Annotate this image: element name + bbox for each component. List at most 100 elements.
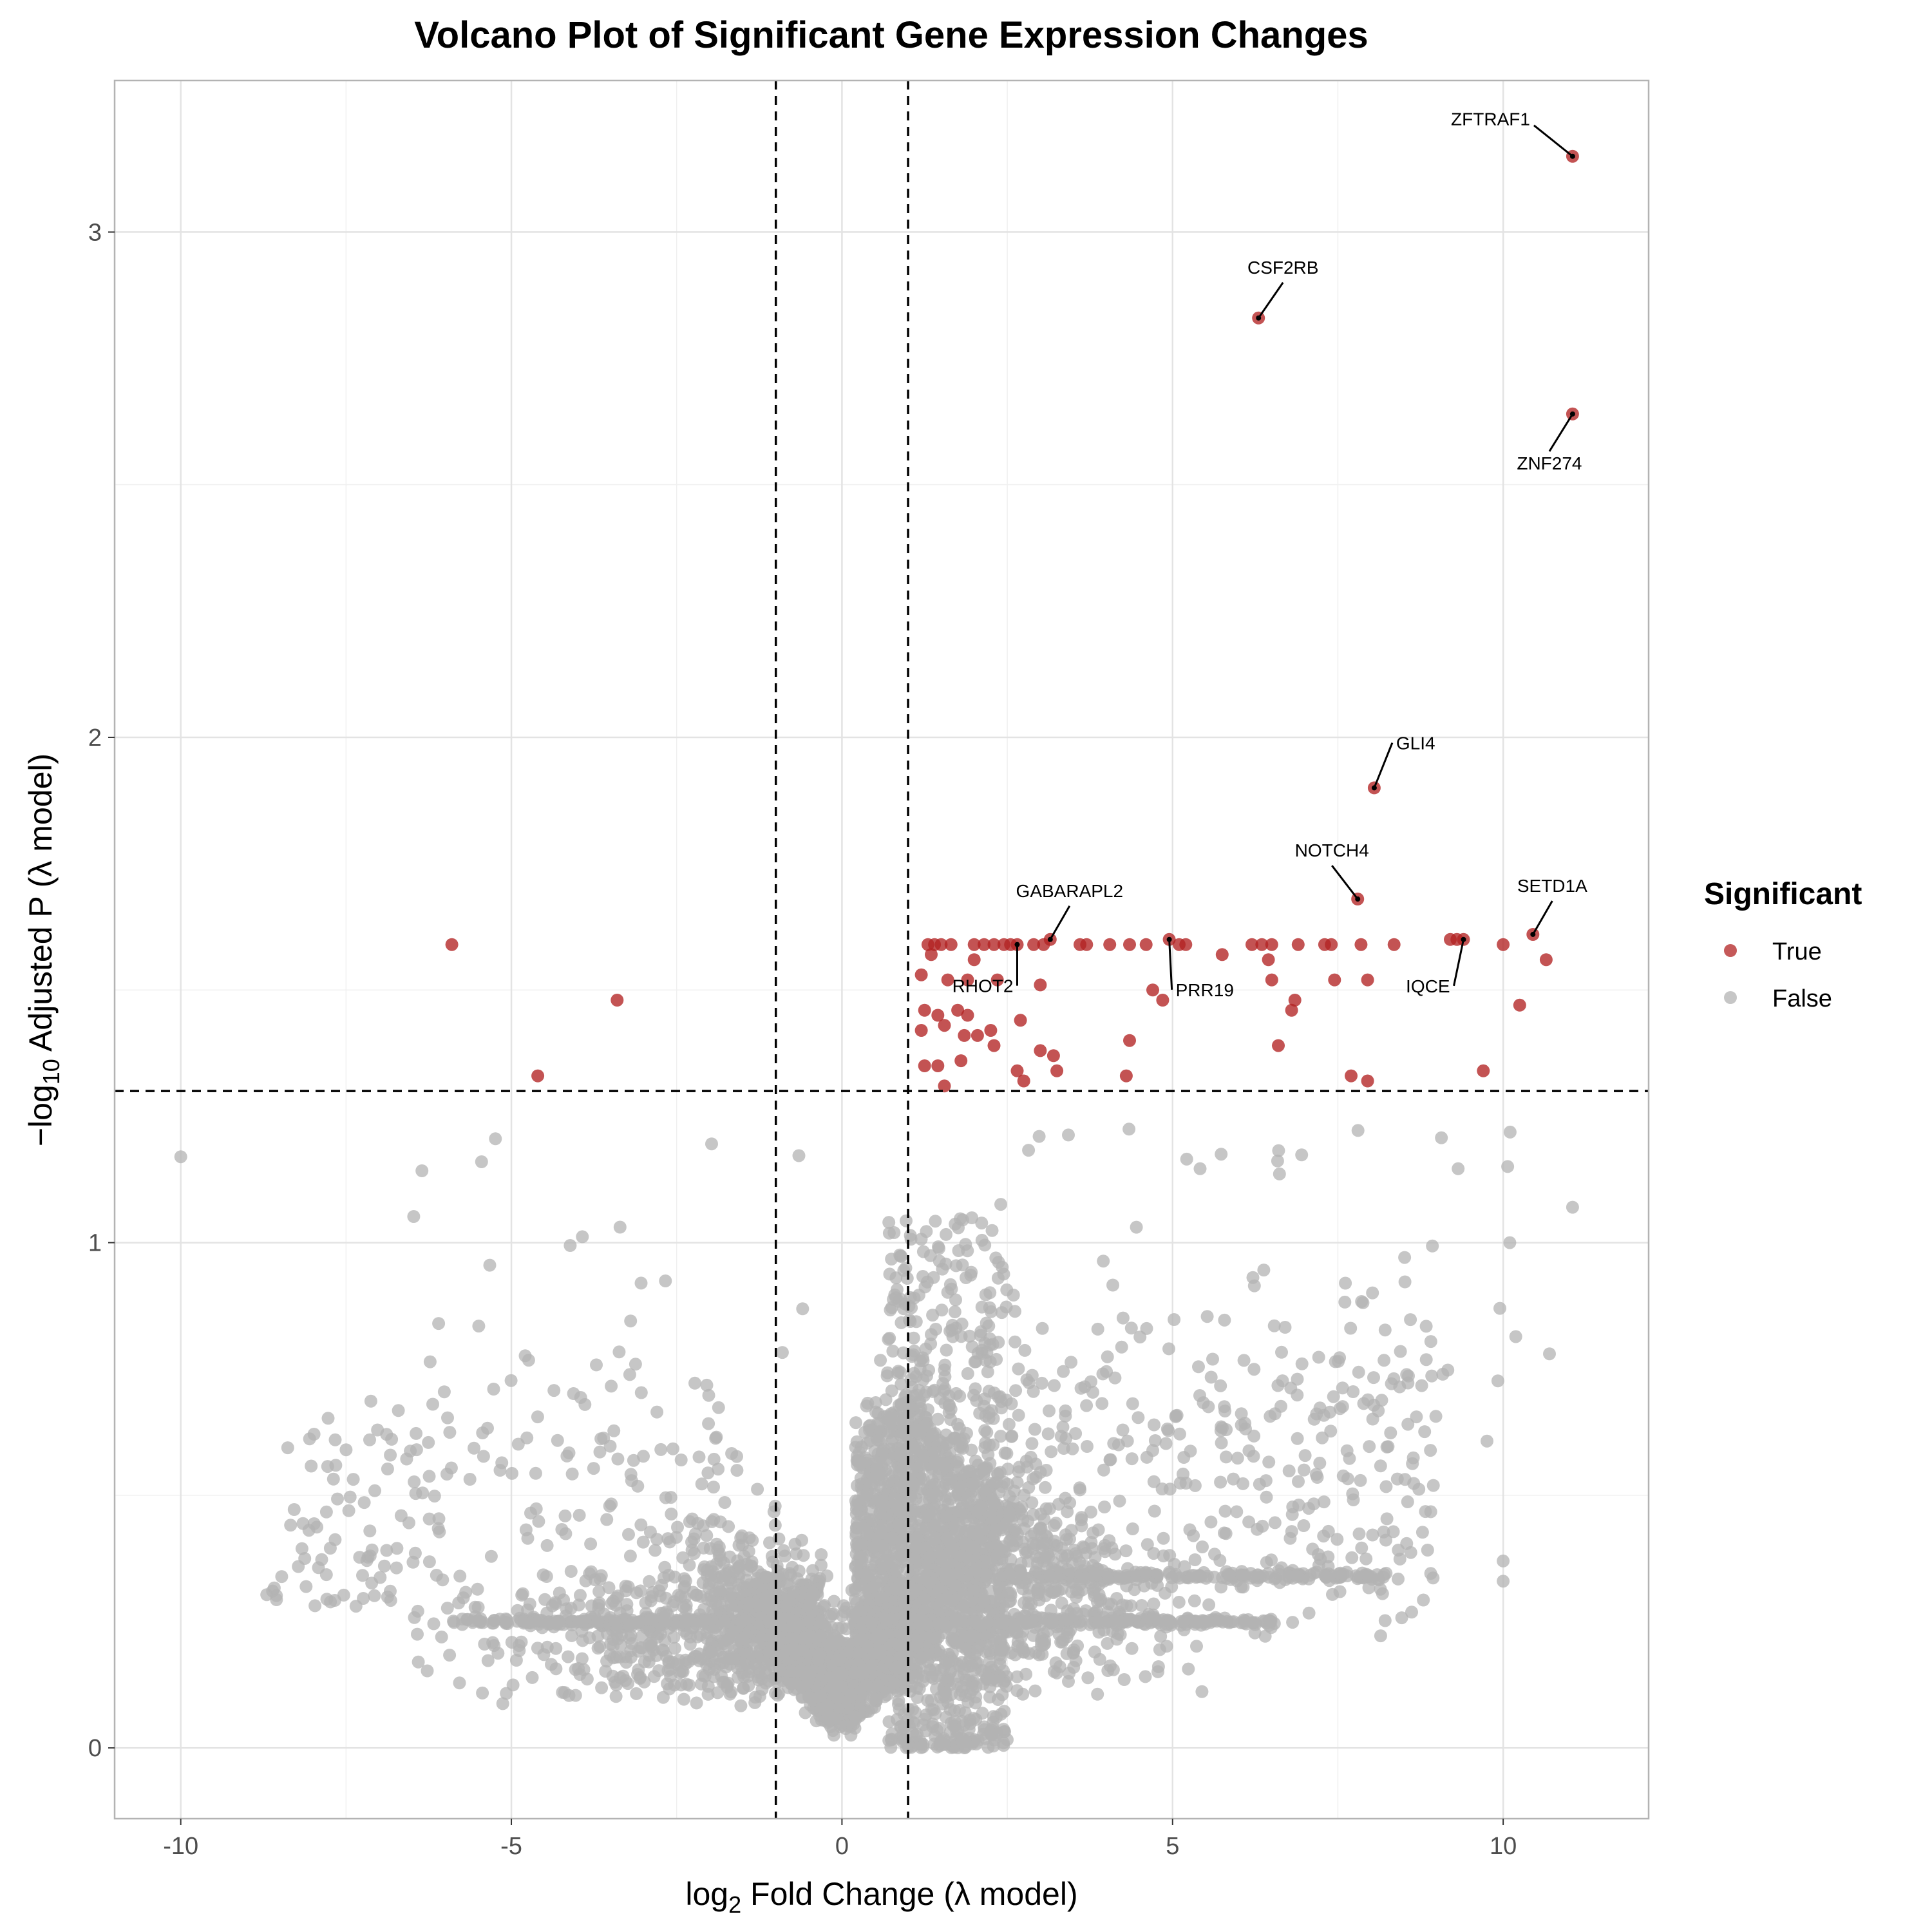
data-point: [606, 1669, 620, 1683]
data-point: [1164, 1618, 1178, 1632]
data-point: [669, 1616, 683, 1629]
data-point: [933, 1616, 946, 1630]
data-point: [861, 1528, 875, 1541]
data-point: [679, 1603, 693, 1616]
data-point: [992, 1256, 1005, 1269]
data-point: [1012, 1408, 1025, 1422]
data-point: [457, 1591, 470, 1605]
data-point: [834, 1680, 848, 1693]
data-point: [591, 1642, 605, 1655]
data-point: [892, 1638, 905, 1652]
data-point: [592, 1602, 605, 1615]
data-point: [969, 1680, 983, 1694]
data-point: [831, 1691, 845, 1705]
data-point: [679, 1615, 693, 1629]
data-point: [969, 1690, 983, 1704]
data-point: [1055, 1549, 1068, 1562]
data-point: [1147, 1597, 1160, 1611]
data-point: [885, 1531, 898, 1544]
data-point: [1237, 1354, 1251, 1367]
data-point: [858, 1567, 872, 1581]
data-point: [1200, 1310, 1214, 1323]
data-point: [954, 1612, 968, 1625]
data-point: [1063, 1667, 1076, 1680]
data-point: [968, 1629, 981, 1643]
data-point: [886, 1345, 900, 1358]
data-point: [855, 1440, 868, 1454]
data-point: [907, 1441, 920, 1454]
data-point: [1355, 1541, 1368, 1555]
data-point: [855, 1456, 869, 1470]
data-point: [735, 1615, 748, 1629]
non-significant-points: [174, 1122, 1579, 1754]
data-point: [931, 1532, 944, 1545]
data-point: [881, 1366, 895, 1379]
data-point: [945, 1472, 958, 1485]
data-point: [907, 1657, 920, 1671]
data-point: [713, 1596, 726, 1610]
data-point: [867, 1541, 881, 1555]
data-point: [659, 1591, 673, 1605]
data-point: [753, 1638, 766, 1651]
data-point: [1387, 1525, 1400, 1539]
data-point: [894, 1366, 907, 1379]
data-point: [1374, 1629, 1387, 1643]
data-point: [675, 1665, 688, 1678]
data-point: [936, 1593, 949, 1607]
data-point: [1313, 1456, 1327, 1470]
data-point: [1003, 1567, 1016, 1581]
data-point: [1069, 1427, 1083, 1440]
data-point: [849, 1526, 863, 1540]
data-point: [913, 1427, 927, 1441]
data-point: [694, 1652, 708, 1665]
data-point: [849, 1416, 862, 1430]
data-point: [993, 1508, 1007, 1521]
data-point: [815, 1548, 828, 1561]
data-point: [1235, 1407, 1248, 1421]
data-point: [620, 1656, 633, 1669]
data-point: [572, 1598, 585, 1612]
data-point: [1052, 1584, 1065, 1598]
data-point: [649, 1544, 662, 1557]
data-point: [466, 1614, 479, 1627]
data-point: [885, 1253, 898, 1266]
data-point: [938, 1363, 951, 1377]
data-point: [499, 1612, 513, 1625]
data-point: [889, 1271, 903, 1285]
data-point: [658, 1634, 672, 1647]
data-point: [985, 1224, 999, 1237]
data-point: [496, 1697, 509, 1710]
data-point: [941, 1285, 954, 1299]
data-point: [1038, 1637, 1052, 1651]
data-point: [759, 1595, 772, 1608]
data-point: [1363, 1440, 1376, 1454]
data-point: [907, 1348, 920, 1361]
data-point: [762, 1645, 776, 1659]
data-point: [652, 1664, 665, 1678]
data-point: [820, 1712, 834, 1725]
data-point: [1291, 1372, 1304, 1386]
data-point: [1117, 1673, 1131, 1686]
data-point: [987, 1497, 1001, 1510]
data-point: [624, 1644, 638, 1658]
data-point: [940, 1437, 953, 1451]
data-point: [699, 1613, 712, 1627]
data-point: [744, 1647, 758, 1660]
data-point: [488, 1639, 501, 1653]
data-point: [680, 1678, 694, 1691]
data-point: [867, 1658, 880, 1671]
data-point: [701, 1687, 715, 1701]
data-point: [983, 1690, 996, 1704]
data-point: [850, 1515, 864, 1529]
data-point: [984, 1555, 997, 1569]
data-point: [873, 1506, 887, 1519]
data-point: [1074, 1618, 1088, 1632]
data-point: [961, 1367, 974, 1380]
data-point: [1010, 1684, 1024, 1698]
data-point: [896, 1734, 909, 1748]
data-point: [701, 1564, 714, 1577]
data-point: [1081, 1671, 1095, 1685]
data-point: [790, 1616, 803, 1629]
data-point: [955, 1317, 969, 1331]
